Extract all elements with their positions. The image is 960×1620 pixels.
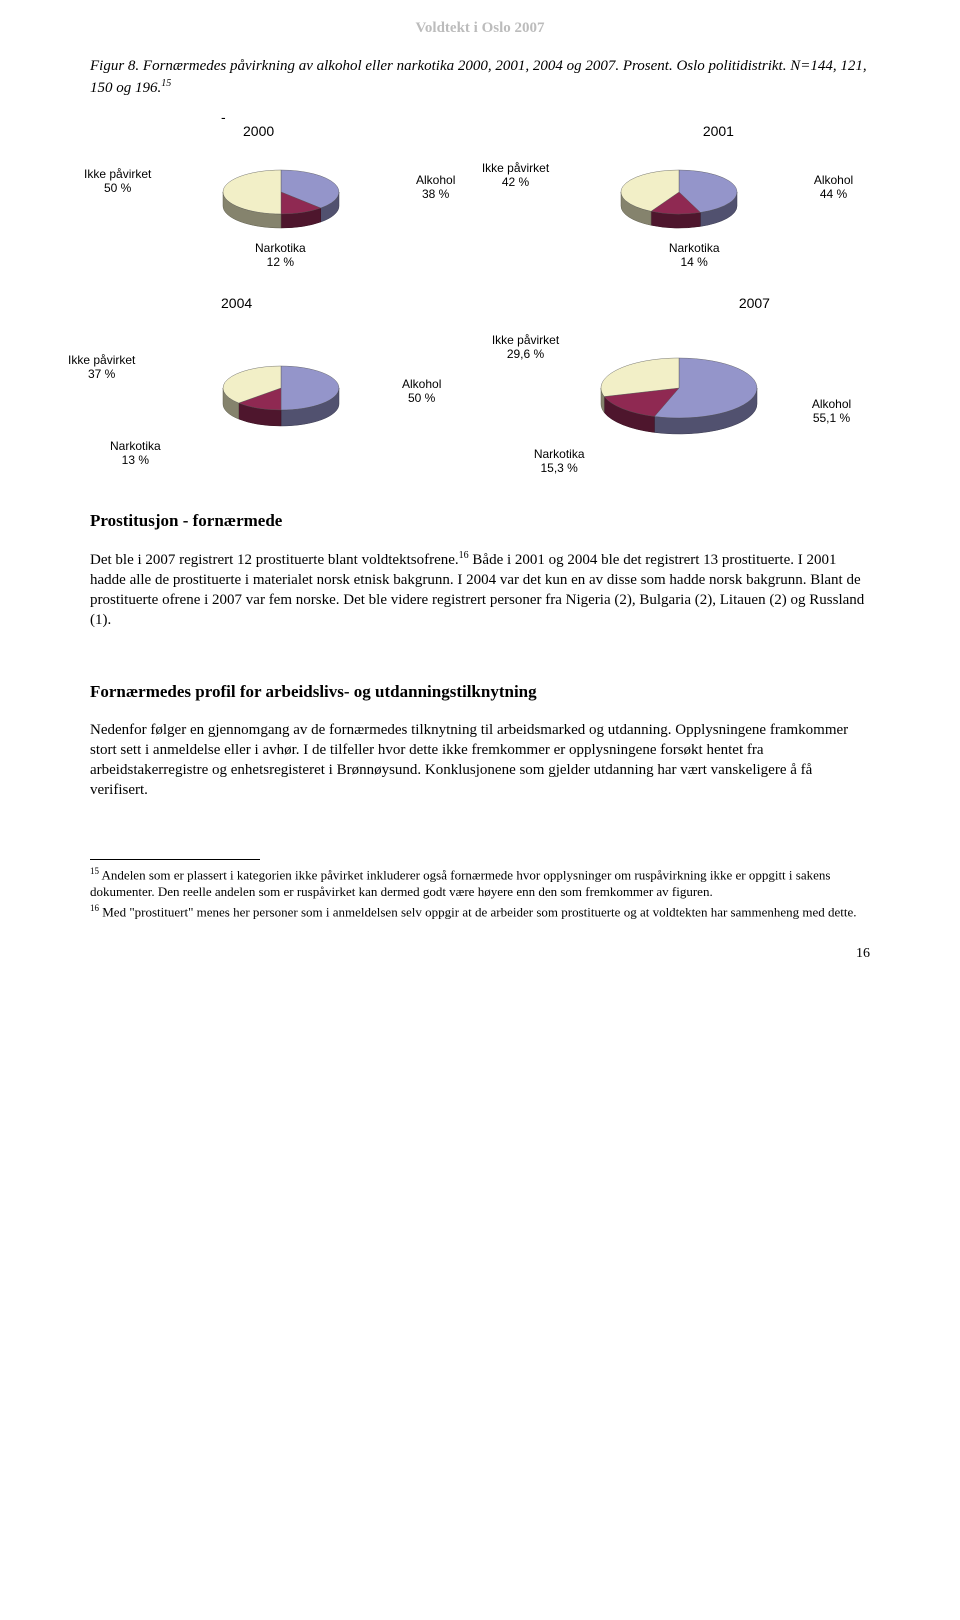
chart-year-label: 2004	[221, 294, 252, 313]
chart-2007: 2007 Alkohol55,1 % Narkotika15,3 % Ikke påv…	[488, 288, 870, 478]
chart-2001: 2001Alkohol44 %Narkotika14 %Ikke påvirke…	[488, 112, 870, 282]
pie-slice-label-ikke: Ikke påvirket37 %	[68, 354, 135, 382]
chart-2000: -2000Alkohol38 %Narkotika12 %Ikke påvirk…	[90, 112, 472, 282]
pie-slice-label-ikke: Ikke påvirket42 %	[482, 162, 549, 190]
pie-slice-label-narkotika: Narkotika14 %	[669, 242, 720, 270]
figure-caption-text: Figur 8. Fornærmedes påvirkning av alkoh…	[90, 58, 867, 95]
chart-year-label: 2000	[243, 122, 274, 141]
figure-caption: Figur 8. Fornærmedes påvirkning av alkoh…	[90, 56, 870, 98]
footnote-16: 16 Med "prostituert" menes her personer …	[90, 903, 870, 921]
pie-slice-label-ikke: Ikke påvirket50 %	[84, 168, 151, 196]
footnote-16-text: Med "prostituert" menes her personer som…	[99, 904, 857, 919]
paragraph-profil: Nedenfor følger en gjennomgang av de for…	[90, 720, 870, 801]
footnote-15-num: 15	[90, 866, 99, 876]
chart-2004: 2004Alkohol50 %Narkotika13 %Ikke påvirke…	[90, 288, 472, 478]
chart-year-label: 2007	[739, 294, 770, 313]
footnote-15: 15 Andelen som er plassert i kategorien …	[90, 866, 870, 901]
footnotes-separator	[90, 859, 260, 860]
page-header-title: Voldtekt i Oslo 2007	[90, 18, 870, 38]
paragraph-prostitusjon: Det ble i 2007 registrert 12 prostituert…	[90, 549, 870, 631]
pie-slice-label-narkotika: Narkotika13 %	[110, 440, 161, 468]
pie-slice-label-alkohol: Alkohol38 %	[416, 174, 455, 202]
footnote-16-num: 16	[90, 903, 99, 913]
charts-container: -2000Alkohol38 %Narkotika12 %Ikke påvirk…	[90, 112, 870, 478]
section-heading-prostitusjon: Prostitusjon - fornærmede	[90, 510, 870, 533]
charts-row-2: 2004 Alkohol50 % Narkotika13 % Ikke påvirke…	[90, 288, 870, 478]
section-heading-profil: Fornærmedes profil for arbeidslivs- og u…	[90, 681, 870, 704]
chart-dash: -	[221, 108, 226, 127]
page-number: 16	[90, 945, 870, 964]
charts-row-1: -2000Alkohol38 %Narkotika12 %Ikke påvirk…	[90, 112, 870, 282]
footnote-ref-15: 15	[161, 78, 171, 89]
pie-slice-label-narkotika: Narkotika15,3 %	[534, 448, 585, 476]
chart-year-label: 2001	[703, 122, 734, 141]
footnote-ref-16: 16	[459, 550, 469, 561]
pie-slice-label-narkotika: Narkotika12 %	[255, 242, 306, 270]
pie-slice-label-alkohol: Alkohol55,1 %	[812, 398, 851, 426]
pie-slice-label-alkohol: Alkohol50 %	[402, 378, 441, 406]
footnote-15-text: Andelen som er plassert i kategorien ikk…	[90, 867, 830, 899]
paragraph1-a: Det ble i 2007 registrert 12 prostituert…	[90, 552, 459, 568]
pie-slice-label-ikke: Ikke påvirket29,6 %	[492, 334, 559, 362]
pie-slice-label-alkohol: Alkohol44 %	[814, 174, 853, 202]
